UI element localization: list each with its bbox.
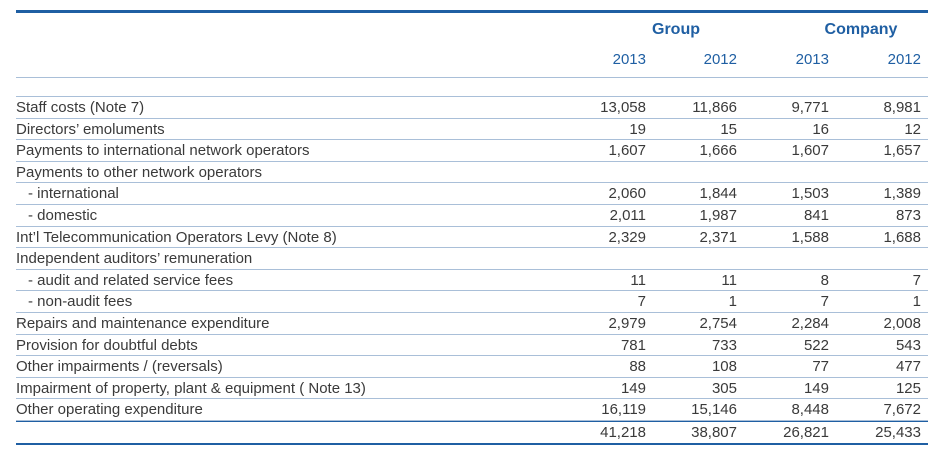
row-value: 1 [912,293,921,311]
row-value: 2,008 [883,314,921,332]
row-value: 1,607 [791,142,829,160]
row-value: 16,119 [601,401,646,419]
year-company-2013: 2013 [795,51,829,68]
row-value: 781 [620,336,646,354]
row-value: 1 [728,293,737,311]
row-label: Provision for doubtful debts [16,336,198,354]
row-value: 873 [895,206,921,224]
row-value: 11,866 [692,99,737,116]
total-row: 41,218 38,807 26,821 25,433 [16,420,928,445]
row-label: Payments to other network operators [16,163,262,181]
row-value: 8,448 [791,401,829,419]
row-value: 9,771 [791,99,829,116]
row-value: 1,987 [699,206,737,224]
table-row: Provision for doubtful debts 781 733 522 543 [16,335,928,357]
row-value: 108 [711,358,737,376]
row-label: Repairs and maintenance expenditure [16,314,270,332]
row-value: 1,607 [608,142,646,160]
row-value: 2,329 [608,228,646,246]
year-company-2012: 2012 [887,51,921,68]
table-row: Impairment of property, plant & equipmen… [16,378,928,400]
table-row: Directors’ emoluments 19 15 16 12 [16,119,928,141]
table-row: Independent auditors’ remuneration [16,248,928,270]
row-value: 11 [721,271,737,289]
row-label: Int’l Telecommunication Operators Levy (… [16,228,337,246]
row-label: - international [28,185,119,203]
row-value: 8 [820,271,829,289]
row-value: 1,688 [883,228,921,246]
row-value: 7 [820,293,829,311]
row-label: Other impairments / (reversals) [16,358,223,376]
row-value: 1,844 [699,185,737,203]
row-value: 841 [803,206,829,224]
total-company-2012: 25,433 [875,423,921,441]
row-value: 543 [895,336,921,354]
column-group-header: Group Company [16,13,928,49]
row-value: 7,672 [883,401,921,419]
row-value: 1,588 [791,228,829,246]
row-value: 1,666 [699,142,737,160]
row-value: 2,979 [608,314,646,332]
row-value: 19 [629,120,646,138]
table-body: Staff costs (Note 7) 13,058 11,866 9,771 8,9… [16,97,928,421]
row-value: 12 [904,120,921,138]
row-label: - audit and related service fees [28,271,234,289]
table-row: - non-audit fees 7 1 7 1 [16,291,928,313]
row-label: Staff costs (Note 7) [16,99,145,116]
row-value: 8,981 [883,99,921,116]
row-value: 1,389 [883,185,921,203]
table-row: - audit and related service fees 11 11 8 7 [16,270,928,292]
table-row: Staff costs (Note 7) 13,058 11,866 9,771 8,9… [16,97,928,119]
row-value: 1,503 [791,185,829,203]
row-value: 11 [630,271,646,289]
total-group-2013: 41,218 [600,423,646,441]
row-label: Impairment of property, plant & equipmen… [16,379,366,397]
year-header-row: 2013 2012 2013 2012 [16,49,928,78]
row-value: 2,060 [608,185,646,203]
row-value: 125 [895,379,921,397]
row-label: - domestic [28,206,98,224]
row-value: 522 [803,336,829,354]
row-label: Payments to international network operat… [16,142,310,160]
table-row: Other operating expenditure 16,119 15,146 8… [16,399,928,421]
table-row: - international 2,060 1,844 1,503 1,389 [16,183,928,205]
table-row: Payments to international network operat… [16,140,928,162]
company-header: Company [824,21,898,38]
expenditure-table: Group Company 2013 2012 2013 2012 Staff … [16,10,928,445]
table-row: Repairs and maintenance expenditure 2,979… [16,313,928,335]
total-company-2013: 26,821 [783,423,829,441]
table-row: Int’l Telecommunication Operators Levy (… [16,227,928,249]
top-rule [16,10,928,13]
row-value: 733 [711,336,737,354]
table-row: Payments to other network operators [16,162,928,184]
row-value: 15 [720,120,737,138]
row-value: 477 [895,358,921,376]
row-value: 2,011 [609,206,646,224]
row-value: 1,657 [883,142,921,160]
row-value: 2,371 [699,228,737,246]
table-row: Other impairments / (reversals) 88 108 77 47… [16,356,928,378]
row-value: 77 [812,358,829,376]
row-label: - non-audit fees [28,293,133,311]
year-group-2012: 2012 [703,51,737,68]
row-value: 149 [620,379,646,397]
group-header: Group [652,21,700,38]
row-label: Independent auditors’ remuneration [16,250,253,268]
total-group-2012: 38,807 [691,423,737,441]
row-value: 7 [637,293,646,311]
row-value: 2,754 [699,314,737,332]
spacer-row [16,78,928,97]
row-value: 305 [711,379,737,397]
row-label: Directors’ emoluments [16,120,165,138]
table-row: - domestic 2,011 1,987 841 873 [16,205,928,227]
row-value: 149 [803,379,829,397]
row-value: 16 [812,120,829,138]
row-value: 13,058 [600,99,646,116]
row-label: Other operating expenditure [16,401,203,419]
row-value: 15,146 [691,401,737,419]
row-value: 7 [912,271,921,289]
year-group-2013: 2013 [612,51,646,68]
row-value: 2,284 [791,314,829,332]
row-value: 88 [629,358,646,376]
